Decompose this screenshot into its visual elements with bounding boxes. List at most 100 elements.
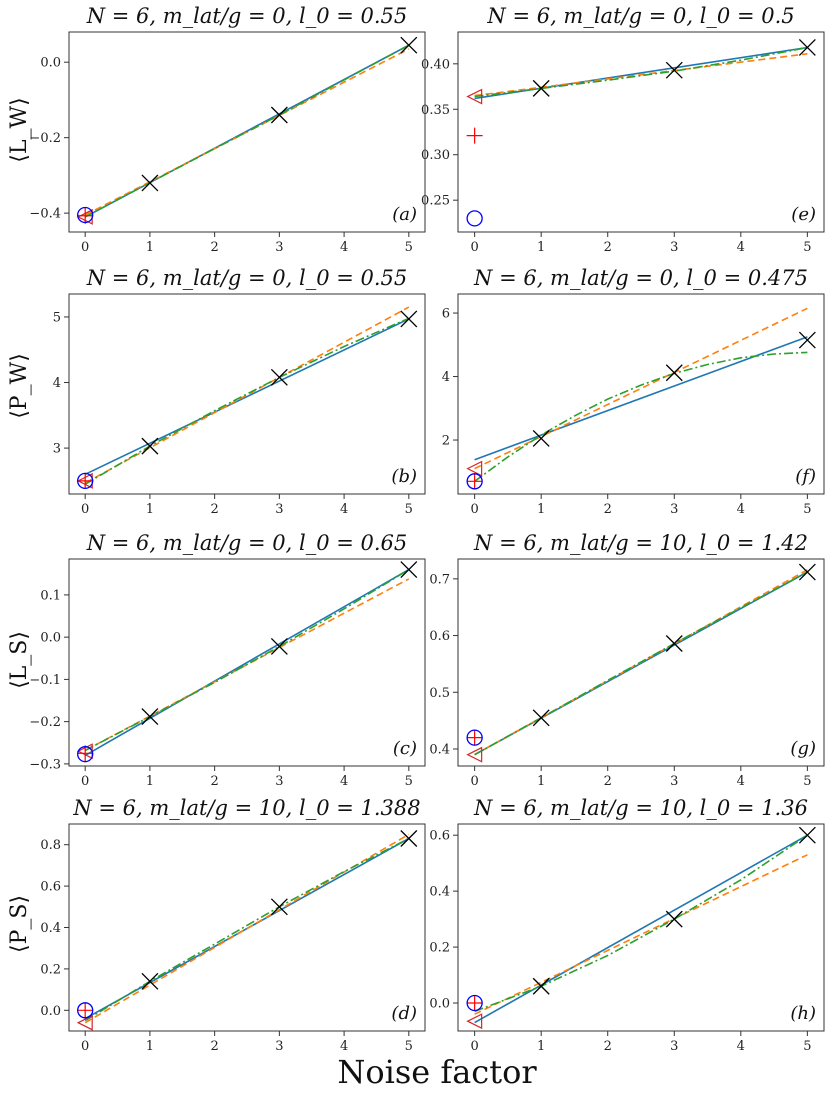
series-group xyxy=(474,46,808,100)
noisy-data-point xyxy=(270,898,288,916)
x-tick-label: 4 xyxy=(737,240,745,255)
x-marker-stroke xyxy=(400,310,418,328)
x-axis-label: Noise factor xyxy=(337,1053,537,1091)
panel-letter: (f) xyxy=(795,466,816,487)
panel-title: N = 6, m_lat/g = 0, l_0 = 0.55 xyxy=(86,266,408,290)
y-tick-label: 0.0 xyxy=(40,56,61,71)
x-marker-stroke xyxy=(798,331,816,349)
series-line-dashed xyxy=(474,854,808,1015)
x-tick-label: 1 xyxy=(537,502,545,517)
row-ylabel-3: ⟨P_S⟩ xyxy=(7,895,32,953)
panel-2: N = 6, m_lat/g = 0, l_0 = 0.55 0 1 2 3 4 5 3 4 5 (… xyxy=(53,266,426,517)
x-marker-stroke xyxy=(798,826,816,844)
x-tick-label: 5 xyxy=(405,240,413,255)
x-marker-stroke xyxy=(270,898,288,916)
y-tick-label: 0.6 xyxy=(40,880,61,895)
x-tick-label: 1 xyxy=(146,1039,154,1054)
y-tick-label: −0.2 xyxy=(29,131,61,146)
series-line-solid xyxy=(84,568,410,757)
panel-6: N = 6, m_lat/g = 10, l_0 = 1.388 0 1 2 3 4 5 0.… xyxy=(40,796,426,1054)
extrapolated-circle-marker xyxy=(77,472,94,490)
extrapolated-circle-marker xyxy=(77,746,94,763)
x-marker-stroke xyxy=(798,563,816,581)
x-tick-label: 1 xyxy=(146,240,154,255)
noisy-data-point xyxy=(141,708,159,726)
x-tick-label: 3 xyxy=(275,502,283,517)
x-marker-stroke xyxy=(141,972,159,990)
x-tick-label: 3 xyxy=(275,240,283,255)
x-tick-label: 4 xyxy=(737,1039,745,1054)
y-tick-label: 5 xyxy=(53,310,61,325)
x-tick-label: 2 xyxy=(210,1039,218,1054)
y-tick-label: 0.1 xyxy=(40,588,61,603)
row-ylabel-1: ⟨P_W⟩ xyxy=(7,353,32,419)
extrapolated-circle-marker xyxy=(466,473,483,490)
axes-frame xyxy=(457,293,825,495)
series-line-dashdot xyxy=(474,351,808,482)
noisy-data-point xyxy=(141,972,159,990)
y-tick-label: −0.4 xyxy=(29,207,61,222)
x-marker-stroke xyxy=(270,106,288,124)
x-marker-stroke xyxy=(141,174,159,192)
noisy-data-point xyxy=(270,637,288,655)
axes-frame xyxy=(457,31,825,233)
panel-1: N = 6, m_lat/g = 0, l_0 = 0.5 0 1 2 3 4 5 0.25 0… xyxy=(421,4,825,255)
x-marker-stroke xyxy=(798,38,816,56)
panel-letter: (c) xyxy=(393,738,417,759)
extrapolated-triangle-marker xyxy=(76,1014,93,1031)
x-tick-label: 0 xyxy=(470,774,478,789)
noisy-data-point xyxy=(141,437,159,455)
x-marker-stroke xyxy=(532,79,550,97)
axes-frame xyxy=(457,823,825,1032)
x-tick-label: 4 xyxy=(340,1039,348,1054)
x-tick-label: 0 xyxy=(470,502,478,517)
noisy-data-point xyxy=(532,709,550,727)
panel-letter: (d) xyxy=(391,1003,417,1024)
series-line-dashed xyxy=(84,833,410,1024)
noisy-data-point xyxy=(798,38,816,56)
x-tick-label: 3 xyxy=(670,502,678,517)
y-tick-label: 0.4 xyxy=(429,742,450,757)
panel-title: N = 6, m_lat/g = 0, l_0 = 0.475 xyxy=(473,266,808,290)
y-tick-label: 0.7 xyxy=(429,572,450,587)
x-tick-label: 5 xyxy=(803,240,811,255)
noisy-data-point xyxy=(400,830,418,847)
series-group xyxy=(474,569,808,756)
x-marker-stroke xyxy=(665,61,683,79)
y-tick-label: 0.2 xyxy=(429,941,450,956)
extrapolated-circle-marker xyxy=(77,206,94,224)
x-marker-stroke xyxy=(400,36,418,54)
axes-frame xyxy=(68,31,426,233)
y-tick-label: 4 xyxy=(53,376,61,391)
x-tick-label: 1 xyxy=(146,774,154,789)
series-group xyxy=(84,833,410,1024)
x-tick-label: 1 xyxy=(537,240,545,255)
x-tick-label: 4 xyxy=(340,240,348,255)
x-tick-label: 5 xyxy=(803,774,811,789)
x-tick-label: 1 xyxy=(537,1039,545,1054)
y-tick-label: 4 xyxy=(442,370,450,385)
x-tick-label: 1 xyxy=(146,502,154,517)
noisy-data-point xyxy=(665,364,683,382)
x-marker-stroke xyxy=(141,437,159,455)
x-marker-stroke xyxy=(665,635,683,652)
y-tick-label: 0.2 xyxy=(40,962,61,977)
x-tick-label: 5 xyxy=(405,502,413,517)
series-group xyxy=(84,568,410,757)
panel-title: N = 6, m_lat/g = 0, l_0 = 0.5 xyxy=(486,4,794,28)
panel-5: N = 6, m_lat/g = 10, l_0 = 1.42 0 1 2 3 4 5 0.4… xyxy=(429,531,825,789)
y-tick-label: −0.1 xyxy=(29,673,61,688)
row-ylabel-2: ⟨L_S⟩ xyxy=(7,631,32,689)
x-tick-label: 2 xyxy=(210,502,218,517)
axes-frame xyxy=(457,558,825,767)
series-line-dashdot xyxy=(474,571,808,756)
y-tick-label: 6 xyxy=(442,307,450,322)
extrapolated-triangle-marker xyxy=(466,88,483,105)
series-line-dashdot xyxy=(84,44,410,218)
panel-3: N = 6, m_lat/g = 0, l_0 = 0.475 0 1 2 3 4 5 2 4 6… xyxy=(442,266,825,517)
panel-letter: (b) xyxy=(391,466,417,487)
axes-frame xyxy=(68,558,426,767)
axes-frame xyxy=(68,293,426,495)
x-tick-label: 0 xyxy=(81,240,89,255)
x-tick-label: 4 xyxy=(737,774,745,789)
